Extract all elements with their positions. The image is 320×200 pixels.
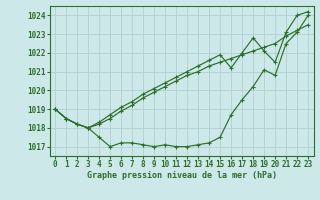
X-axis label: Graphe pression niveau de la mer (hPa): Graphe pression niveau de la mer (hPa) xyxy=(87,171,276,180)
